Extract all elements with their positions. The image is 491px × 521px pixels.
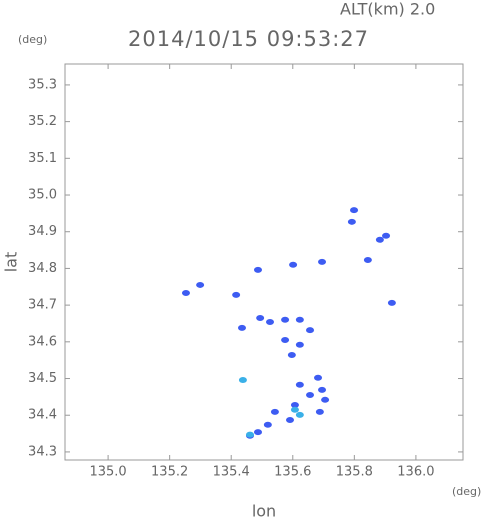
radar-echo (253, 429, 262, 436)
x-tick-label: 135.2 (151, 465, 188, 480)
radar-echo (237, 324, 246, 331)
y-tick-label: 34.9 (28, 224, 57, 239)
radar-echo (238, 376, 247, 383)
x-tick-label: 136.0 (397, 465, 434, 480)
radar-echo (281, 336, 290, 343)
radar-echo (375, 236, 384, 243)
radar-echo (306, 327, 315, 334)
radar-echo (382, 232, 391, 239)
radar-echo (315, 408, 324, 415)
x-tick-label: 135.6 (274, 465, 311, 480)
radar-echo (347, 218, 356, 225)
radar-echo (245, 431, 254, 438)
x-unit: (deg) (452, 485, 481, 498)
y-tick-label: 35.2 (28, 114, 57, 129)
y-tick-label: 34.3 (28, 444, 57, 459)
radar-echo (290, 406, 299, 413)
radar-echo (287, 352, 296, 359)
radar-echo (306, 392, 315, 399)
radar-echo (253, 266, 262, 273)
radar-echo (321, 396, 330, 403)
radar-echo (266, 319, 275, 326)
y-tick-label: 34.4 (28, 408, 57, 423)
radar-echo (387, 299, 396, 306)
radar-echo (350, 207, 359, 214)
radar-echo (295, 341, 304, 348)
radar-echo (295, 411, 304, 418)
chart-title: 2014/10/15 09:53:27 (128, 27, 369, 51)
radar-echo (286, 416, 295, 423)
radar-echo (263, 421, 272, 428)
y-tick-label: 35.1 (28, 151, 57, 166)
radar-echo (256, 314, 265, 321)
radar-echo (289, 261, 298, 268)
x-tick-label: 135.8 (336, 465, 373, 480)
radar-echo (314, 374, 323, 381)
y-tick-label: 34.6 (28, 334, 57, 349)
y-axis-label: lat (2, 252, 21, 273)
x-axis-label: lon (252, 502, 276, 521)
y-tick-label: 34.5 (28, 371, 57, 386)
y-tick-label: 34.8 (28, 261, 57, 276)
y-tick-label: 34.7 (28, 298, 57, 313)
radar-echo (363, 256, 372, 263)
radar-echo (295, 316, 304, 323)
plot-frame (64, 63, 464, 461)
radar-echo (318, 386, 327, 393)
radar-echo (270, 408, 279, 415)
radar-echo (196, 281, 205, 288)
subtitle: ALT(km) 2.0 (340, 0, 435, 19)
radar-echo (295, 381, 304, 388)
x-tick-label: 135.4 (213, 465, 250, 480)
radar-echo (232, 291, 241, 298)
radar-echo (290, 401, 299, 408)
radar-echo (318, 258, 327, 265)
y-unit: (deg) (18, 33, 47, 46)
x-tick-label: 135.0 (89, 465, 126, 480)
y-tick-label: 35.3 (28, 77, 57, 92)
y-tick-label: 35.0 (28, 188, 57, 203)
radar-echo (181, 290, 190, 297)
radar-echo (281, 316, 290, 323)
